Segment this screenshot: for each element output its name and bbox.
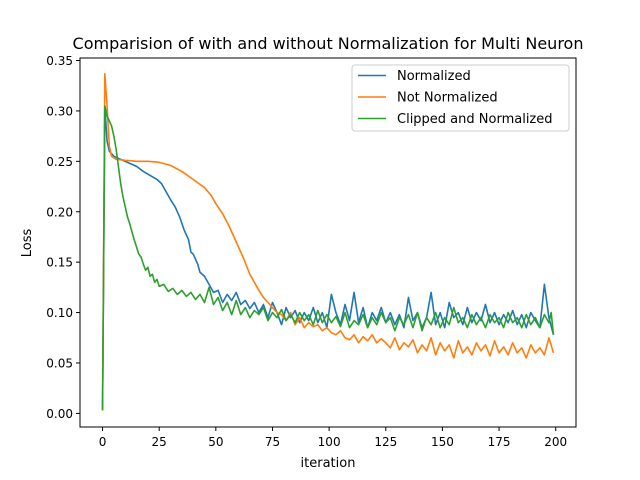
y-tick-label: 0.15 xyxy=(46,256,73,270)
x-tick-label: 0 xyxy=(99,435,107,449)
y-tick-label: 0.00 xyxy=(46,407,73,421)
y-tick-label: 0.25 xyxy=(46,155,73,169)
x-tick-label: 175 xyxy=(488,435,511,449)
y-axis: 0.00 0.05 0.10 0.15 0.20 0.25 0.30 0.35 xyxy=(46,54,80,421)
legend-label-2: Not Normalized xyxy=(397,91,498,106)
legend: Normalized Not Normalized Clipped and Norm… xyxy=(351,64,570,132)
series-layer xyxy=(101,72,555,411)
x-tick-label: 125 xyxy=(374,435,397,449)
series-line-1 xyxy=(101,105,555,410)
x-tick-label: 25 xyxy=(152,435,167,449)
y-tick-label: 0.20 xyxy=(46,205,73,219)
series-line-3 xyxy=(101,105,555,411)
chart-title: Comparision of with and without Normaliz… xyxy=(73,34,584,53)
y-tick-label: 0.10 xyxy=(46,306,73,320)
legend-label-3: Clipped and Normalized xyxy=(397,112,553,127)
x-tick-label: 100 xyxy=(318,435,341,449)
legend-label-1: Normalized xyxy=(397,69,471,84)
series-line-2 xyxy=(101,72,555,411)
x-tick-label: 75 xyxy=(265,435,280,449)
y-axis-label: Loss xyxy=(20,229,35,258)
legend-box xyxy=(351,64,570,132)
y-tick-label: 0.05 xyxy=(46,356,73,370)
x-tick-label: 50 xyxy=(208,435,223,449)
y-tick-label: 0.35 xyxy=(46,54,73,68)
x-tick-label: 200 xyxy=(544,435,567,449)
y-tick-label: 0.30 xyxy=(46,104,73,118)
x-axis-label: iteration xyxy=(301,456,356,471)
x-axis: 0 25 50 75 100 125 150 175 200 xyxy=(99,427,567,449)
x-tick-label: 150 xyxy=(431,435,454,449)
plot-frame xyxy=(79,57,577,428)
